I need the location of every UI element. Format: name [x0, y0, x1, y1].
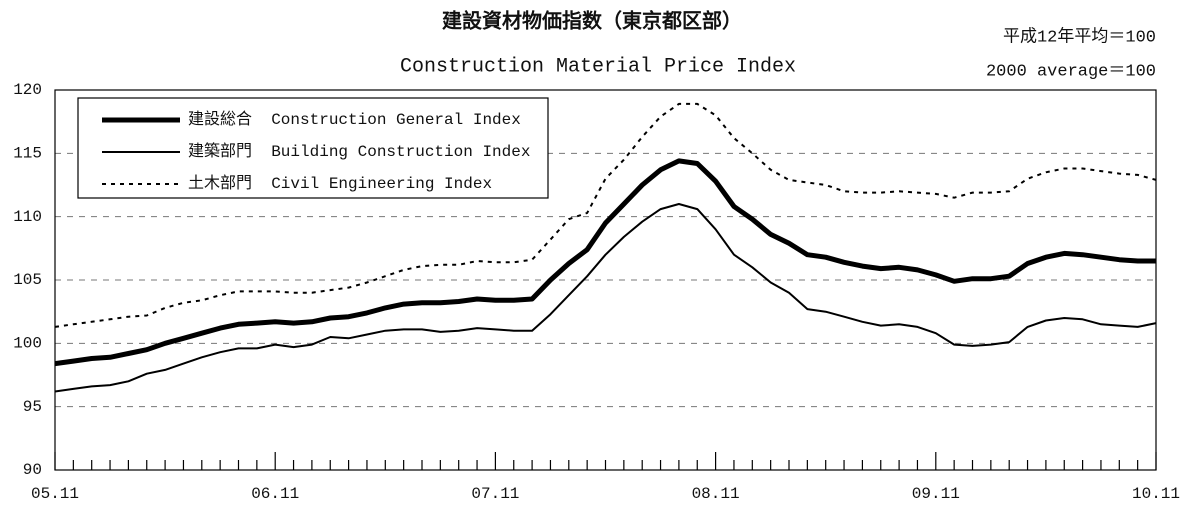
x-tick-label: 05.11: [31, 485, 79, 503]
x-tick-label: 06.11: [251, 485, 299, 503]
series-line: [54, 158, 1156, 367]
y-tick-label: 90: [23, 461, 42, 479]
annotation: 平成12年平均＝100: [1003, 26, 1156, 47]
x-tick-label: 10.11: [1132, 485, 1180, 503]
chart-title: 建設資材物価指数（東京都区部）: [442, 9, 742, 33]
legend-box: [77, 97, 549, 199]
x-tick-label: 07.11: [471, 485, 519, 503]
y-tick-label: 110: [13, 208, 42, 226]
y-tick-label: 95: [23, 398, 42, 416]
legend-label: 建設総合 Construction General Index: [188, 110, 521, 129]
legend-label: 土木部門 Civil Engineering Index: [188, 174, 492, 193]
series-line: [54, 203, 1157, 393]
annotation: 2000 average＝100: [986, 62, 1156, 81]
chart-subtitle: Construction Material Price Index: [400, 55, 796, 78]
y-tick-label: 115: [13, 145, 42, 163]
y-tick-label: 100: [13, 335, 42, 353]
y-tick-label: 105: [13, 271, 42, 289]
legend-label: 建築部門 Building Construction Index: [188, 142, 530, 161]
x-tick-label: 09.11: [912, 485, 960, 503]
x-tick-label: 08.11: [692, 485, 740, 503]
y-tick-label: 120: [13, 81, 42, 99]
series-line: [54, 102, 1157, 328]
